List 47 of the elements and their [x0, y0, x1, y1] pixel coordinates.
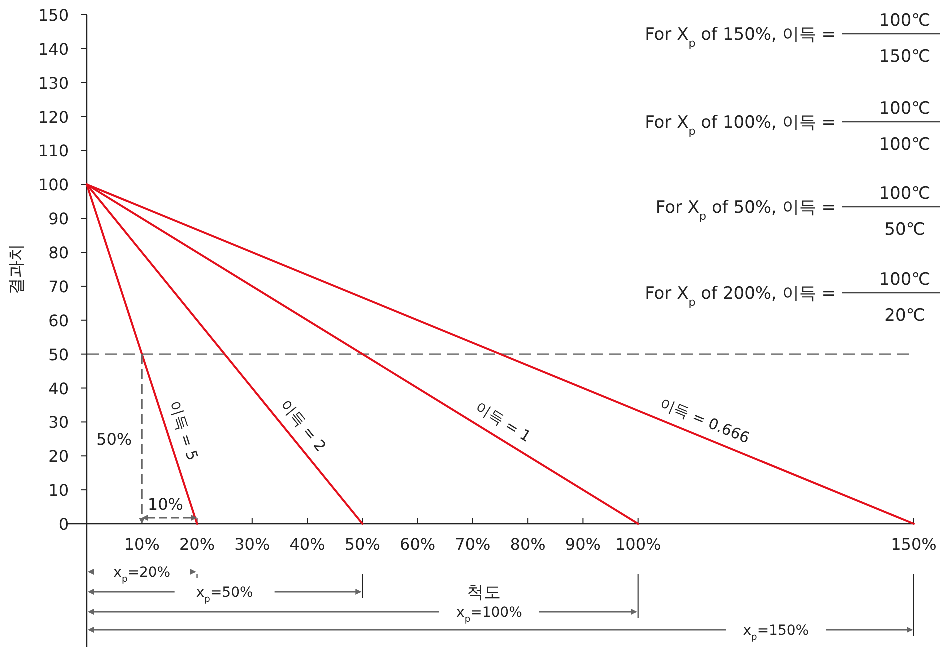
- annotation: 100℃: [879, 99, 931, 119]
- x-tick-label: 30%: [234, 535, 270, 554]
- y-tick-label: 60: [48, 311, 69, 330]
- y-tick-label: 0: [58, 515, 69, 534]
- x-axis-title: 척도: [466, 583, 501, 603]
- annotation: 100℃: [879, 270, 931, 290]
- annotation: 150℃: [879, 47, 931, 67]
- x-tick-label: 60%: [400, 535, 436, 554]
- annotation: 10%: [148, 495, 184, 514]
- text: 이득 = 0.666: [658, 394, 752, 448]
- text: 이득 = 2: [276, 396, 330, 456]
- x-tick-label: 80%: [510, 535, 546, 554]
- x-tick-label: 70%: [455, 535, 491, 554]
- x-tick-label: 40%: [290, 535, 326, 554]
- y-tick-label: 20: [48, 447, 69, 466]
- annotation: For X$_{p}$ of 150%, 이득 =: [645, 25, 836, 50]
- y-tick-label: 90: [48, 210, 69, 229]
- y-tick-label: 10: [48, 481, 69, 500]
- y-tick-label: 30: [48, 413, 69, 432]
- annotation: For X$_{p}$ of 50%, 이득 =: [656, 198, 836, 222]
- annotation: 20℃: [884, 306, 926, 326]
- y-tick-label: 50: [48, 345, 69, 364]
- x-tick-label: 50%: [344, 535, 380, 554]
- x-tick-label: 20%: [179, 535, 216, 554]
- y-tick-label: 120: [38, 108, 69, 127]
- y-tick-label: 110: [38, 142, 69, 161]
- y-tick-label: 70: [48, 277, 69, 296]
- annotation: 50%: [96, 430, 132, 450]
- y-axis-title: 결과치: [7, 244, 27, 295]
- annotation: For X$_{p}$ of 100%, 이득 =: [645, 113, 836, 138]
- y-tick-label: 140: [38, 40, 69, 59]
- annotation: For X$_{p}$ of 200%, 이득 =: [645, 284, 836, 308]
- text: 이득 = 5: [166, 398, 202, 463]
- x-tick-label: 150%: [891, 535, 937, 554]
- x-tick-label: 90%: [565, 535, 601, 554]
- annotation: 100℃: [879, 184, 931, 204]
- annotation: 100℃: [879, 135, 931, 155]
- annotation: 50℃: [884, 220, 926, 240]
- text: 이득 = 1: [472, 398, 534, 446]
- annotation: 100℃: [879, 11, 931, 31]
- x-tick-label: 10%: [124, 535, 160, 554]
- y-tick-label: 100: [38, 176, 69, 195]
- x-tick-label: 100%: [615, 535, 662, 554]
- y-tick-label: 130: [38, 74, 69, 93]
- y-tick-label: 40: [48, 379, 69, 398]
- y-tick-label: 80: [48, 244, 69, 263]
- y-tick-label: 150: [38, 6, 69, 25]
